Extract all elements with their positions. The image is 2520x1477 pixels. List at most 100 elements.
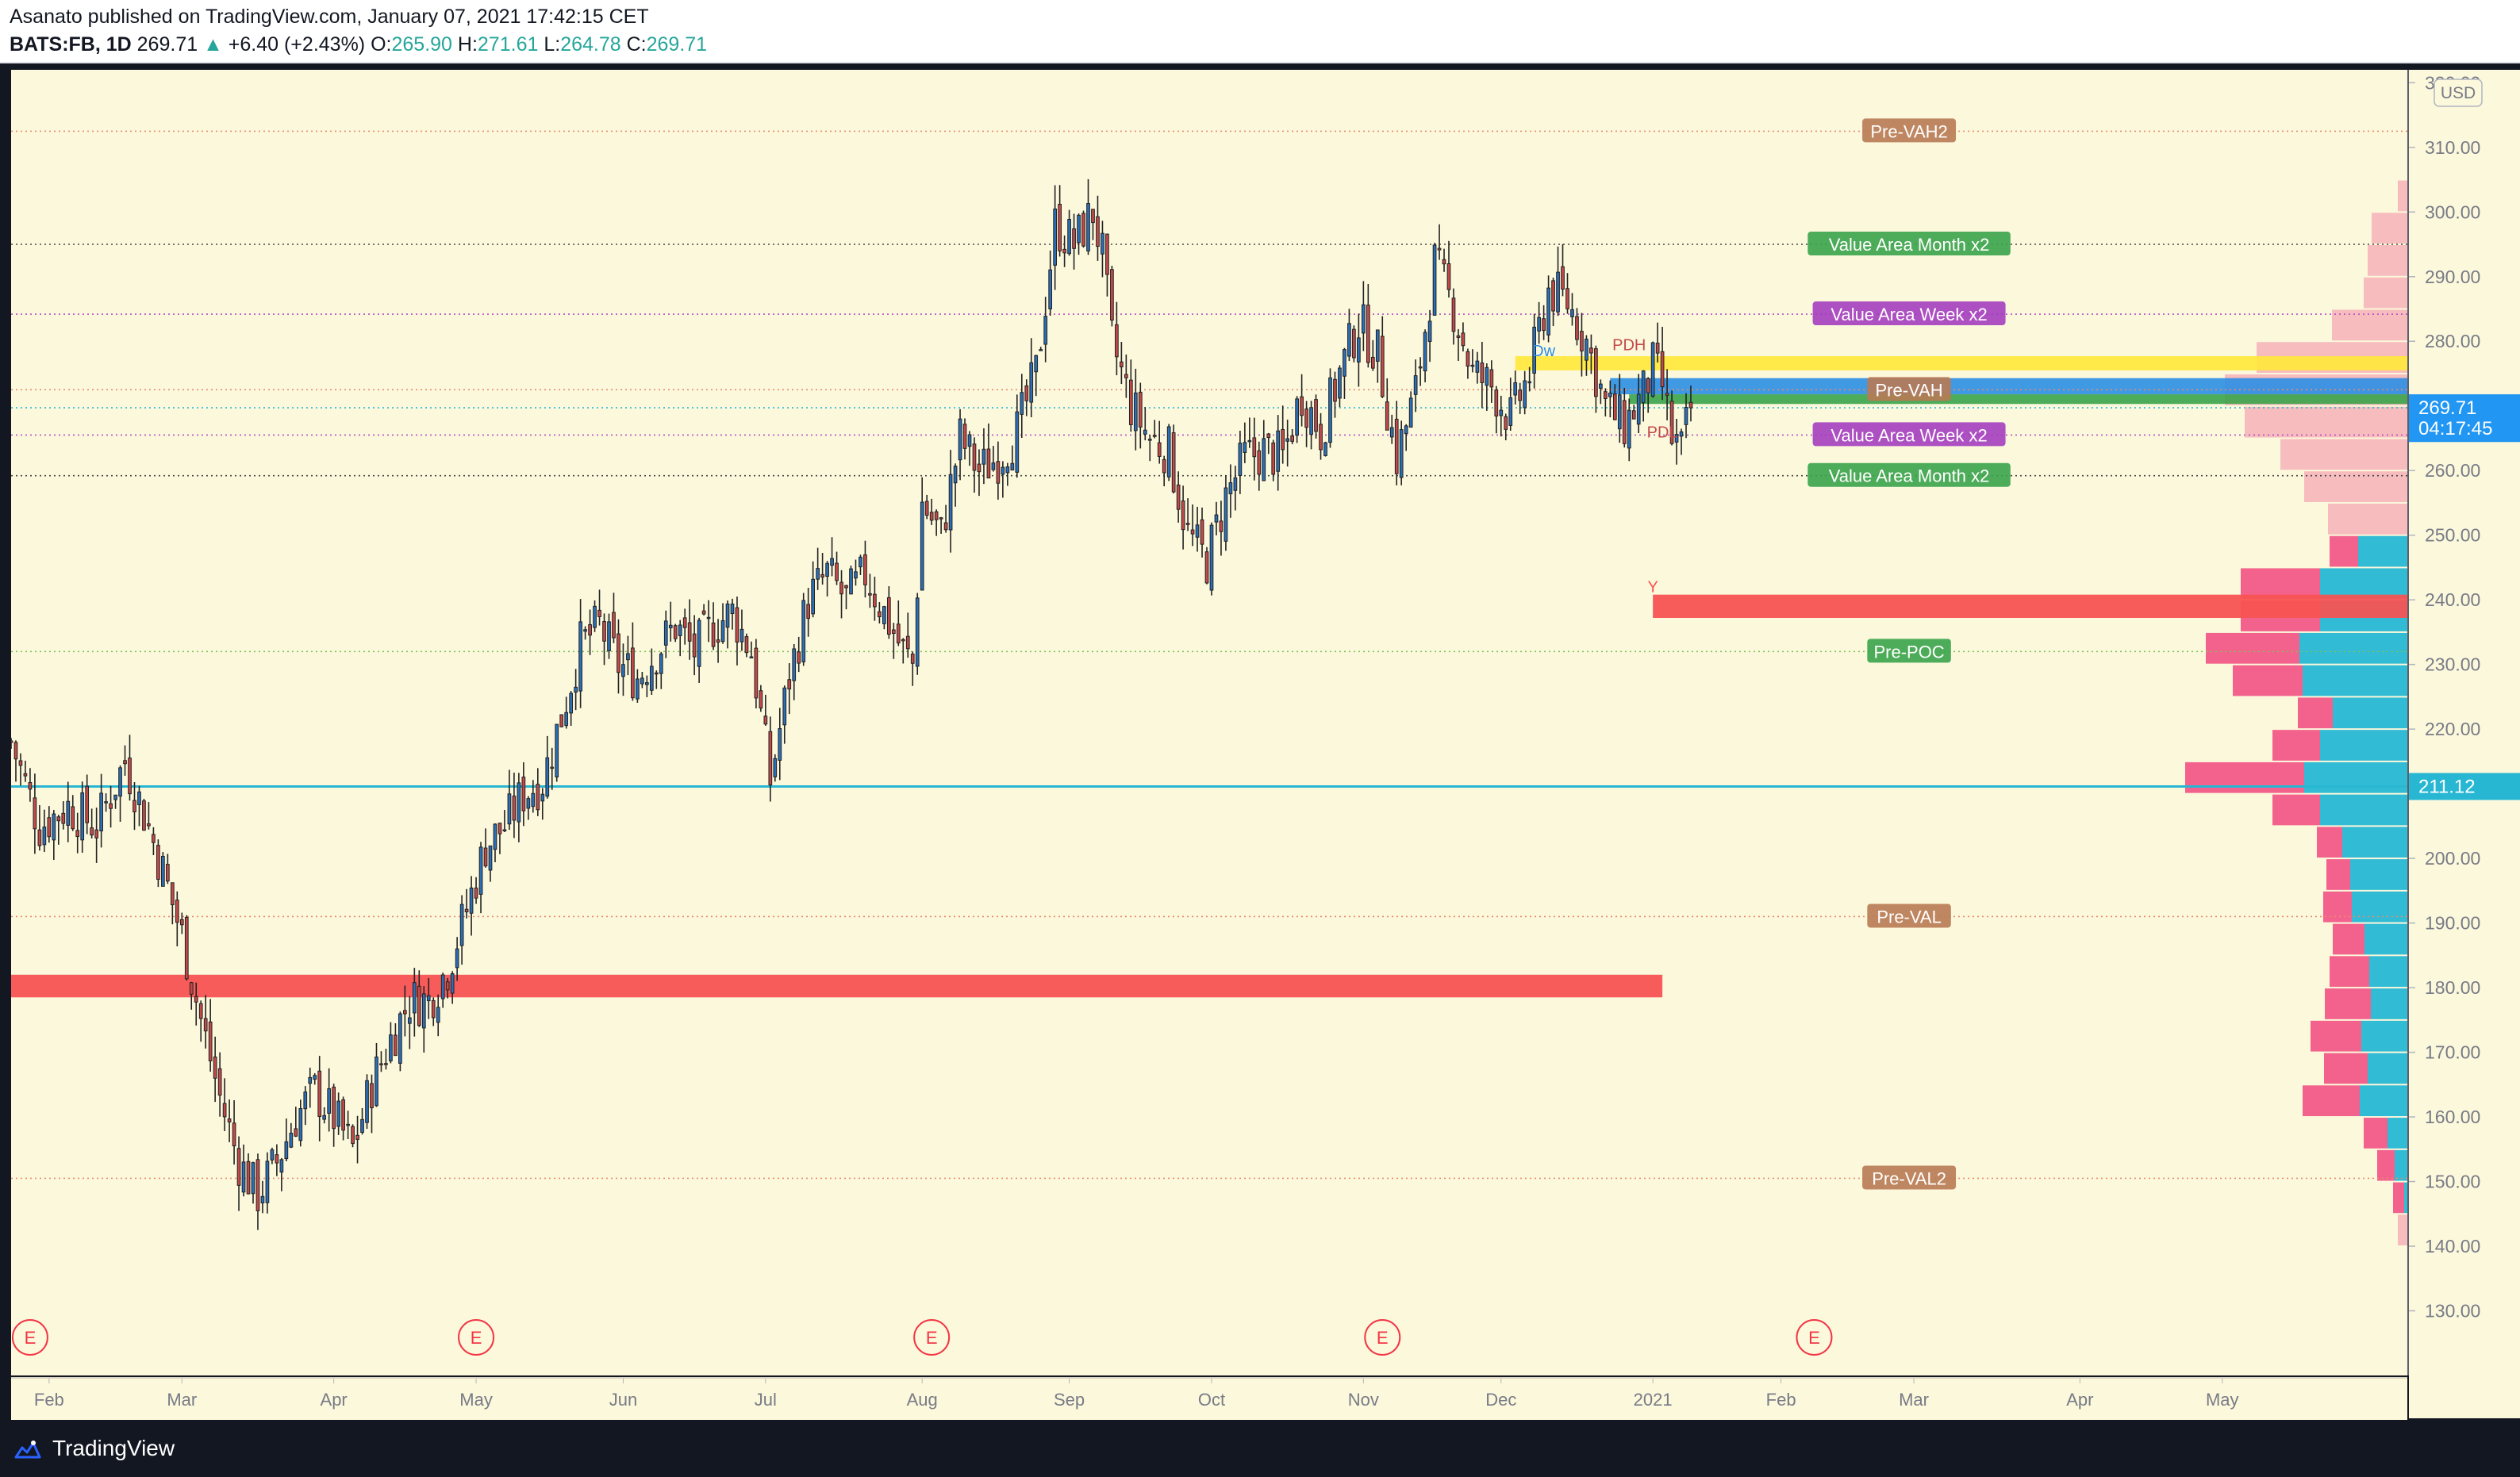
candle-down <box>1105 233 1109 275</box>
earnings-marker-icon <box>458 1319 495 1356</box>
candle-up <box>1627 409 1631 449</box>
candle-up <box>1389 427 1394 438</box>
time-tick-label: Feb <box>34 1390 64 1410</box>
candle-up <box>1532 326 1536 374</box>
candle-up <box>1077 214 1081 244</box>
candle-down <box>61 812 66 824</box>
candle-up <box>1001 466 1005 475</box>
candle-down <box>1446 263 1451 290</box>
candle-down <box>588 623 592 636</box>
candle-up <box>1427 320 1432 342</box>
volume-profile-sell-bar <box>2333 923 2364 955</box>
candle-up <box>1362 304 1366 334</box>
candle-down <box>1138 391 1143 428</box>
candle-down <box>735 607 739 643</box>
close-value: 269.71 <box>646 33 708 56</box>
candle-up <box>730 603 735 615</box>
candle-down <box>275 1154 279 1164</box>
candle-down <box>142 800 146 831</box>
candle-down <box>1176 484 1181 510</box>
volume-profile-sell-bar <box>2272 730 2320 761</box>
volume-profile-buy-bar <box>2299 632 2407 664</box>
up-arrow-icon: ▲ <box>203 33 223 56</box>
candle-up <box>697 620 701 667</box>
candle-up <box>459 903 464 946</box>
candle-down <box>497 823 502 834</box>
candle-up <box>991 462 996 470</box>
candle-up <box>1347 323 1351 357</box>
level-label-bg <box>1812 301 2006 326</box>
level-label: Pre-VAH2 <box>1870 121 1947 141</box>
candle-down <box>1304 409 1308 428</box>
candle-down <box>602 621 606 642</box>
earnings-marker-label: E <box>926 1328 938 1348</box>
candle-up <box>1617 394 1622 430</box>
candle-up <box>1485 366 1489 386</box>
candle-up <box>574 686 578 693</box>
time-tick-label: Apr <box>2066 1390 2093 1410</box>
candle-down <box>901 639 905 642</box>
candle-down <box>370 1083 374 1109</box>
chart-svg[interactable]: Pre-VAH2 Value Area Month x2 Value Area We… <box>9 70 2407 1375</box>
candle-up <box>816 568 820 580</box>
candle-down <box>844 585 848 589</box>
candle-down <box>1575 316 1579 340</box>
candle-down <box>820 574 824 577</box>
symbol-line: BATS:FB, 1D 269.71 ▲ +6.40 (+2.43%) O:26… <box>10 33 707 56</box>
volume-profile-sell-bar <box>2324 1053 2368 1084</box>
close-label: C: <box>626 33 647 56</box>
candle-down <box>1124 374 1128 378</box>
candle-down <box>1181 500 1185 531</box>
symbol-label[interactable]: BATS:FB, 1D <box>10 33 132 56</box>
candle-up <box>725 603 730 628</box>
chart-annotation: Y <box>1647 578 1658 596</box>
candle-down <box>1551 280 1555 312</box>
candle-up <box>52 813 56 841</box>
candle-down <box>1333 378 1337 402</box>
earnings-marker-icon <box>11 1319 48 1356</box>
volume-profile-buy-bar <box>2368 1053 2407 1084</box>
candle-up <box>1224 487 1228 542</box>
candle-up <box>303 1091 308 1110</box>
candle-up <box>678 624 682 636</box>
candle-down <box>905 635 910 650</box>
candle-down <box>1128 379 1133 425</box>
candle-down <box>1669 401 1674 444</box>
price-tick-label: 220.00 <box>2425 719 2480 739</box>
candle-up <box>792 648 797 681</box>
candle-up <box>778 728 782 761</box>
candle-down <box>1200 519 1204 545</box>
candle-down <box>1589 347 1593 354</box>
level-label-bg <box>1862 118 1957 143</box>
candle-up <box>1295 398 1299 436</box>
level-label: Pre-POC <box>1873 642 1944 662</box>
time-axis[interactable]: Feb Mar Apr May Jun Jul Aug Sep Oct Nov Dec 2021 Feb… <box>11 1377 2407 1420</box>
chart-plot-area[interactable]: Pre-VAH2 Value Area Month x2 Value Area We… <box>9 70 2409 1375</box>
candle-down <box>1157 442 1162 457</box>
published-line: Asanato published on TradingView.com, Ja… <box>10 6 649 28</box>
candle-up <box>265 1160 270 1203</box>
candle-down <box>1385 401 1389 431</box>
tradingview-logo[interactable]: TradingView <box>11 1436 175 1461</box>
time-tick-label: Oct <box>1198 1390 1225 1410</box>
earnings-marker-icon <box>1796 1319 1833 1356</box>
candle-up <box>1053 208 1057 266</box>
candle-down <box>71 806 75 830</box>
candle-down <box>1081 213 1085 247</box>
candle-down <box>128 758 132 795</box>
candle-up <box>958 418 962 461</box>
candle-up <box>517 782 521 823</box>
candle-down <box>1442 259 1446 265</box>
price-axis[interactable]: 130.00 140.00 150.00 160.00 170.00 180.00 190.… <box>2409 70 2520 1418</box>
candle-down <box>868 593 872 596</box>
candle-up <box>1508 397 1513 426</box>
candle-down <box>1594 348 1598 397</box>
candle-up <box>1147 439 1152 441</box>
candle-up <box>1214 514 1219 523</box>
candle-down <box>37 829 42 846</box>
earnings-marker-label: E <box>1808 1328 1820 1348</box>
candle-down <box>431 999 436 1019</box>
candle-up <box>1546 287 1550 336</box>
candle-up <box>260 1195 265 1203</box>
candle-up <box>782 687 787 726</box>
